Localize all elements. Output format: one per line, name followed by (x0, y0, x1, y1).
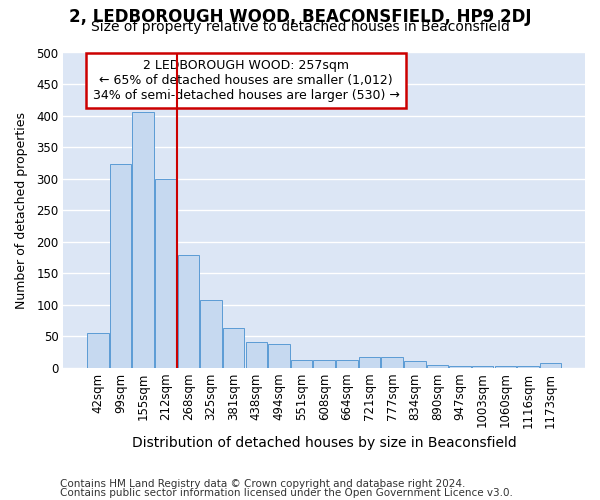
Bar (268, 344, 290, 368)
Y-axis label: Number of detached properties: Number of detached properties (15, 112, 28, 308)
Bar (404, 362, 425, 368)
Bar (359, 357, 380, 368)
Bar (313, 360, 335, 368)
Text: 2, LEDBOROUGH WOOD, BEACONSFIELD, HP9 2DJ: 2, LEDBOROUGH WOOD, BEACONSFIELD, HP9 2D… (69, 8, 531, 26)
Bar (133, 112, 154, 368)
Text: Contains public sector information licensed under the Open Government Licence v3: Contains public sector information licen… (60, 488, 513, 498)
Text: Size of property relative to detached houses in Beaconsfield: Size of property relative to detached ho… (91, 20, 509, 34)
Bar (494, 366, 516, 368)
Bar (540, 364, 561, 368)
Bar (382, 357, 403, 368)
Bar (110, 164, 131, 368)
Bar (472, 366, 493, 368)
Bar (427, 364, 448, 368)
Bar (336, 360, 358, 368)
Bar (223, 328, 244, 368)
Text: 2 LEDBOROUGH WOOD: 257sqm
← 65% of detached houses are smaller (1,012)
34% of se: 2 LEDBOROUGH WOOD: 257sqm ← 65% of detac… (92, 59, 400, 102)
Bar (245, 342, 267, 367)
Text: Contains HM Land Registry data © Crown copyright and database right 2024.: Contains HM Land Registry data © Crown c… (60, 479, 466, 489)
Bar (200, 300, 222, 368)
Bar (155, 178, 176, 368)
Bar (291, 360, 313, 368)
X-axis label: Distribution of detached houses by size in Beaconsfield: Distribution of detached houses by size … (132, 436, 517, 450)
Bar (87, 333, 109, 368)
Bar (517, 366, 539, 368)
Bar (178, 256, 199, 368)
Bar (449, 366, 471, 368)
